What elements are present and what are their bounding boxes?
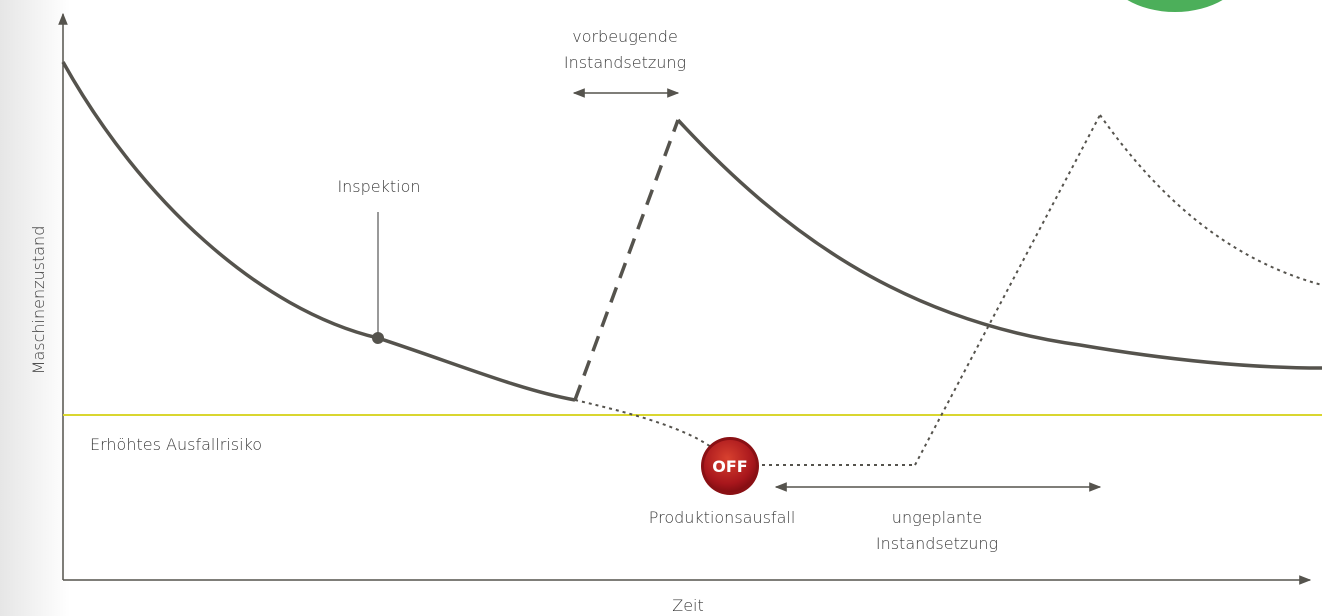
preventive-repair: [573, 119, 680, 401]
unplanned-label: Instandsetzung: [876, 534, 998, 553]
inspection-label: Inspektion: [337, 177, 420, 196]
failure-path: [574, 399, 716, 451]
risk-label: Erhöhtes Ausfallrisiko: [90, 435, 262, 454]
off-label: OFF: [712, 457, 747, 476]
green-badge: [1127, 0, 1223, 12]
x-axis-label: Zeit: [672, 596, 704, 615]
condition-curve-after: [676, 118, 1322, 370]
unplanned-repair: [914, 114, 1101, 466]
outage-label: Produktionsausfall: [649, 508, 796, 527]
condition-curve: [61, 61, 576, 402]
y-axis-label: Maschinenzustand: [29, 226, 48, 375]
unplanned-label: ungeplante: [892, 508, 982, 527]
preventive-label: Instandsetzung: [564, 53, 686, 72]
condition-curve-unplanned: [1099, 114, 1322, 286]
inspection-point: [372, 332, 384, 344]
off-badge: [704, 440, 756, 492]
background-fade: [0, 0, 70, 616]
preventive-label: vorbeugende: [572, 27, 678, 46]
